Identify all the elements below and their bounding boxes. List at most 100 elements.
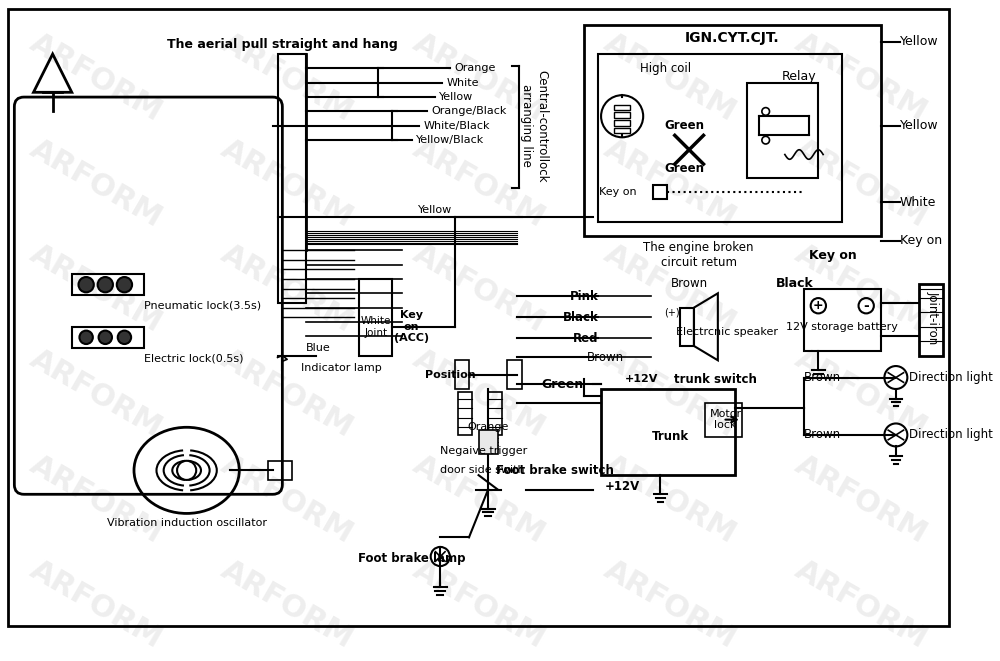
Text: IGN.CYT.CJT.: IGN.CYT.CJT. — [685, 31, 780, 45]
Bar — [919, 284, 943, 356]
Text: Brown: Brown — [671, 277, 708, 290]
Text: ARFORM: ARFORM — [599, 555, 741, 654]
Text: Green: Green — [664, 119, 704, 132]
Text: Orange: Orange — [455, 63, 496, 73]
Text: Electric lock(0.5s): Electric lock(0.5s) — [144, 354, 243, 364]
Text: White: White — [900, 196, 936, 209]
Bar — [601, 389, 735, 475]
Bar — [479, 430, 498, 454]
Bar — [278, 54, 306, 303]
Text: White/Black: White/Black — [424, 121, 491, 131]
Bar — [598, 54, 842, 221]
Text: ARFORM: ARFORM — [407, 239, 550, 338]
Text: Red: Red — [573, 332, 598, 345]
Text: Blue: Blue — [306, 343, 331, 353]
Bar — [458, 392, 472, 435]
Bar — [614, 128, 630, 134]
Text: Vibration induction oscillator: Vibration induction oscillator — [107, 518, 267, 528]
Text: (+): (+) — [664, 307, 680, 317]
Circle shape — [762, 108, 770, 115]
Text: ARFORM: ARFORM — [25, 28, 167, 128]
Bar — [455, 360, 469, 389]
Text: Joint-iron: Joint-iron — [927, 291, 940, 344]
Text: ARFORM: ARFORM — [25, 449, 167, 549]
Text: ARFORM: ARFORM — [25, 239, 167, 338]
Circle shape — [118, 330, 131, 344]
Bar — [653, 185, 667, 200]
Text: Pneumatic lock(3.5s): Pneumatic lock(3.5s) — [144, 301, 261, 311]
Text: ARFORM: ARFORM — [790, 449, 933, 549]
Bar — [614, 104, 630, 110]
Text: Pink: Pink — [569, 290, 598, 303]
Text: +: + — [813, 299, 824, 312]
Text: ARFORM: ARFORM — [216, 449, 358, 549]
Text: ARFORM: ARFORM — [407, 134, 550, 233]
Text: Green: Green — [542, 377, 584, 391]
Text: Motor
lock: Motor lock — [709, 409, 742, 430]
Text: White
Joint: White Joint — [361, 316, 391, 338]
Bar — [507, 360, 522, 389]
Text: ARFORM: ARFORM — [216, 555, 358, 654]
Text: ARFORM: ARFORM — [790, 344, 933, 444]
Bar — [72, 327, 144, 348]
Circle shape — [177, 461, 196, 480]
Text: Black: Black — [562, 311, 598, 324]
Text: Key on: Key on — [900, 234, 942, 247]
Text: Direction light: Direction light — [909, 371, 993, 384]
Bar — [268, 461, 292, 480]
Text: Key on: Key on — [599, 187, 636, 197]
Bar — [72, 274, 144, 295]
Text: 12V storage battery: 12V storage battery — [786, 322, 898, 332]
Text: ARFORM: ARFORM — [216, 239, 358, 338]
Text: ARFORM: ARFORM — [599, 449, 741, 549]
Text: Foot brake switch: Foot brake switch — [496, 464, 614, 477]
Text: Trunk: Trunk — [651, 430, 689, 444]
Text: ARFORM: ARFORM — [790, 555, 933, 654]
Text: Yellow: Yellow — [900, 35, 938, 48]
Text: ARFORM: ARFORM — [216, 344, 358, 444]
Text: ARFORM: ARFORM — [216, 28, 358, 128]
Text: Direction light: Direction light — [909, 428, 993, 442]
Text: Black: Black — [776, 277, 813, 290]
Circle shape — [79, 330, 93, 344]
Text: Brown: Brown — [804, 428, 841, 442]
Text: ARFORM: ARFORM — [599, 28, 741, 128]
Text: ARFORM: ARFORM — [25, 555, 167, 654]
Text: White: White — [447, 78, 479, 88]
Text: ARFORM: ARFORM — [599, 239, 741, 338]
Text: The aerial pull straight and hang: The aerial pull straight and hang — [167, 38, 398, 51]
Text: Yellow: Yellow — [439, 92, 474, 102]
Bar — [488, 392, 502, 435]
Text: Yellow: Yellow — [900, 119, 938, 132]
Text: Negaive trigger: Negaive trigger — [440, 446, 528, 456]
Circle shape — [762, 136, 770, 144]
Text: Yellow: Yellow — [418, 205, 453, 215]
Circle shape — [78, 277, 94, 292]
Text: Electrcnic speaker: Electrcnic speaker — [676, 327, 778, 336]
Text: The engine broken
circuit retum: The engine broken circuit retum — [643, 241, 754, 269]
Text: Relay: Relay — [782, 69, 817, 83]
Text: -: - — [863, 299, 869, 313]
Text: Foot brake lamp: Foot brake lamp — [358, 552, 465, 565]
Text: Key
on
(ACC): Key on (ACC) — [394, 310, 429, 344]
Text: ARFORM: ARFORM — [407, 28, 550, 128]
Text: ARFORM: ARFORM — [25, 344, 167, 444]
Text: Central-controllock
arranging line: Central-controllock arranging line — [520, 69, 548, 182]
Circle shape — [98, 277, 113, 292]
Text: door side swith: door side swith — [440, 465, 525, 475]
Text: ARFORM: ARFORM — [790, 28, 933, 128]
Text: Key on: Key on — [809, 249, 857, 262]
Text: Brown: Brown — [587, 351, 624, 364]
Text: Orange/Black: Orange/Black — [432, 106, 507, 116]
Text: ARFORM: ARFORM — [407, 449, 550, 549]
Text: +12V: +12V — [605, 480, 640, 493]
Text: Yellow/Black: Yellow/Black — [416, 135, 485, 145]
Text: ARFORM: ARFORM — [599, 134, 741, 233]
Bar — [747, 83, 818, 178]
Text: Brown: Brown — [804, 371, 841, 384]
Text: Green: Green — [664, 163, 704, 175]
Text: ARFORM: ARFORM — [407, 344, 550, 444]
Circle shape — [117, 277, 132, 292]
Text: Position: Position — [425, 369, 475, 379]
Text: Indicator lamp: Indicator lamp — [301, 363, 382, 373]
